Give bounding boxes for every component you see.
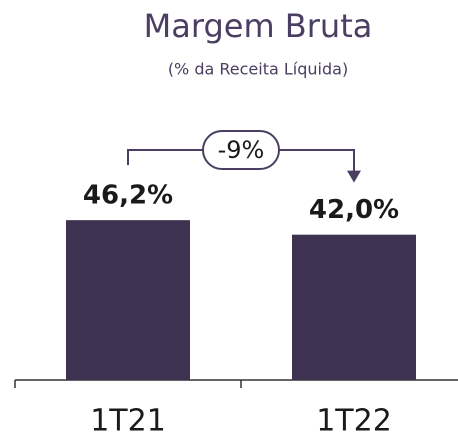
bar [292, 234, 416, 380]
x-tick-label: 1T22 [316, 404, 392, 439]
chart-subtitle: (% da Receita Líquida) [168, 60, 348, 79]
bar [66, 220, 190, 380]
x-tick-label: 1T21 [90, 404, 166, 439]
value-label: 42,0% [309, 195, 399, 225]
arrow-head [347, 170, 361, 183]
change-pill [202, 130, 280, 170]
change-label: -9% [218, 136, 265, 164]
chart-title: Margem Bruta [144, 7, 373, 45]
value-label: 46,2% [83, 181, 173, 211]
